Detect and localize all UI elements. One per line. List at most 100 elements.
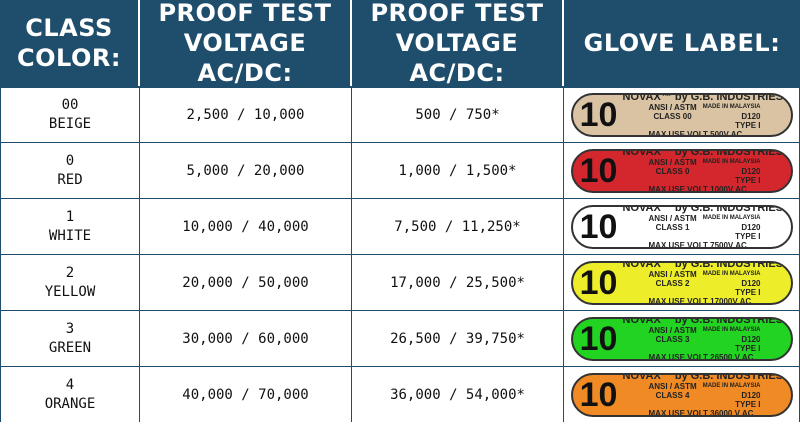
label-ansi: ANSI / ASTM: [648, 102, 697, 112]
header-class-color-line1: CLASS: [25, 14, 113, 42]
proof-voltage-2: 7,500 / 11,250*: [352, 199, 564, 254]
label-size-number: 10: [579, 96, 618, 134]
label-middle: ANSI / ASTM CLASS 2 MADE IN MALAYSIA D12…: [623, 270, 773, 297]
label-middle: ANSI / ASTM CLASS 1 MADE IN MALAYSIA D12…: [623, 214, 773, 241]
label-right-block: MADE IN MALAYSIA D120 TYPE I: [703, 158, 773, 185]
header-proof-test-1-line2: VOLTAGE AC/DC:: [183, 29, 307, 87]
class-color: ORANGE: [44, 395, 96, 412]
glove-label-cell: 10 NOVAX™ by G.B. INDUSTRIES ANSI / ASTM…: [564, 199, 800, 254]
label-ansi: ANSI / ASTM: [648, 214, 697, 223]
label-max-volt: MAX USE VOLT 500V AC: [648, 129, 743, 137]
label-made-in: MADE IN MALAYSIA: [702, 327, 761, 333]
header-class-color-line2: COLOR:: [17, 44, 121, 72]
label-brand: NOVAX™ by G.B. INDUSTRIES: [622, 372, 784, 383]
label-type: TYPE I: [735, 120, 761, 130]
class-color: BEIGE: [48, 116, 92, 132]
header-proof-test-1-line1: PROOF TEST: [158, 0, 332, 27]
proof-voltage-2: 1,000 / 1,500*: [352, 143, 564, 198]
label-max-volt: MAX USE VOLT 36000 V AC: [648, 409, 754, 417]
header-proof-test-1: PROOF TEST VOLTAGE AC/DC:: [140, 0, 352, 87]
class-number: 1: [65, 208, 75, 225]
label-ansi: ANSI / ASTM: [648, 382, 697, 391]
label-left-block: ANSI / ASTM CLASS 2: [623, 270, 697, 297]
label-info: NOVAX™ by G.B. INDUSTRIES ANSI / ASTM CL…: [619, 204, 791, 249]
class-color-cell: 2 YELLOW: [0, 255, 140, 310]
label-d120: D120: [741, 167, 761, 176]
label-size-number: 10: [579, 319, 618, 358]
label-made-in: MADE IN MALAYSIA: [702, 271, 761, 277]
label-right-block: MADE IN MALAYSIA D120 TYPE I: [703, 270, 773, 297]
label-made-in: MADE IN MALAYSIA: [702, 383, 761, 389]
glove-label-tag: 10 NOVAX™ by G.B. INDUSTRIES ANSI / ASTM…: [570, 93, 793, 137]
glove-label-cell: 10 NOVAX™ by G.B. INDUSTRIES ANSI / ASTM…: [564, 143, 800, 198]
label-made-in: MADE IN MALAYSIA: [702, 215, 761, 221]
class-color-cell: 4 ORANGE: [0, 367, 140, 422]
label-d120: D120: [741, 335, 761, 344]
label-max-volt: MAX USE VOLT 7500V AC: [648, 241, 747, 249]
label-size-number: 10: [579, 375, 618, 414]
class-number: 0: [65, 152, 75, 169]
glove-label-cell: 10 NOVAX™ by G.B. INDUSTRIES ANSI / ASTM…: [564, 311, 800, 366]
class-number: 3: [65, 320, 75, 337]
class-number: 2: [65, 264, 75, 281]
label-right-block: MADE IN MALAYSIA D120 TYPE I: [703, 326, 773, 353]
table-header: CLASS COLOR: PROOF TEST VOLTAGE AC/DC: P…: [0, 0, 800, 87]
proof-voltage-1: 30,000 / 60,000: [140, 311, 352, 366]
label-d120: D120: [741, 223, 761, 232]
label-d120: D120: [741, 279, 761, 288]
glove-label-tag: 10 NOVAX™ by G.B. INDUSTRIES ANSI / ASTM…: [570, 148, 793, 193]
label-right-block: MADE IN MALAYSIA D120 TYPE I: [703, 382, 773, 409]
label-right-block: MADE IN MALAYSIA D120 TYPE I: [703, 214, 773, 241]
glove-label-cell: 10 NOVAX™ by G.B. INDUSTRIES ANSI / ASTM…: [564, 367, 800, 422]
proof-voltage-2: 500 / 750*: [352, 88, 564, 142]
label-middle: ANSI / ASTM CLASS 00 MADE IN MALAYSIA D1…: [623, 103, 773, 130]
table-row: 0 RED 5,000 / 20,000 1,000 / 1,500* 10 N…: [0, 142, 800, 198]
class-color-cell: 3 GREEN: [0, 311, 140, 366]
label-d120: D120: [741, 391, 761, 400]
label-middle: ANSI / ASTM CLASS 4 MADE IN MALAYSIA D12…: [623, 382, 773, 409]
label-brand: NOVAX™ by G.B. INDUSTRIES: [622, 204, 784, 215]
proof-voltage-1: 20,000 / 50,000: [140, 255, 352, 310]
label-class: CLASS 1: [655, 223, 690, 232]
label-ansi: ANSI / ASTM: [648, 270, 697, 279]
table-row: 3 GREEN 30,000 / 60,000 26,500 / 39,750*…: [0, 310, 800, 366]
label-class: CLASS 4: [655, 391, 690, 400]
class-color: GREEN: [48, 339, 92, 356]
label-info: NOVAX™ by G.B. INDUSTRIES ANSI / ASTM CL…: [619, 260, 791, 303]
label-type: TYPE I: [735, 288, 761, 297]
label-info: NOVAX™ by G.B. INDUSTRIES ANSI / ASTM CL…: [619, 316, 791, 361]
label-type: TYPE I: [735, 400, 761, 409]
label-made-in: MADE IN MALAYSIA: [702, 159, 761, 165]
label-left-block: ANSI / ASTM CLASS 3: [623, 326, 697, 353]
label-left-block: ANSI / ASTM CLASS 1: [623, 214, 697, 241]
label-info: NOVAX™ by G.B. INDUSTRIES ANSI / ASTM CL…: [619, 95, 791, 137]
class-color-cell: 0 RED: [0, 143, 140, 198]
label-class: CLASS 00: [653, 111, 692, 121]
label-ansi: ANSI / ASTM: [648, 158, 697, 167]
proof-voltage-1: 10,000 / 40,000: [140, 199, 352, 254]
label-brand: NOVAX™ by G.B. INDUSTRIES: [622, 316, 784, 327]
header-class-color: CLASS COLOR:: [0, 0, 140, 86]
header-proof-test-2: PROOF TEST VOLTAGE AC/DC:: [352, 0, 564, 87]
table-row: 1 WHITE 10,000 / 40,000 7,500 / 11,250* …: [0, 198, 800, 254]
label-middle: ANSI / ASTM CLASS 0 MADE IN MALAYSIA D12…: [623, 158, 773, 185]
label-left-block: ANSI / ASTM CLASS 4: [623, 382, 697, 409]
label-type: TYPE I: [735, 344, 761, 353]
label-made-in: MADE IN MALAYSIA: [702, 103, 761, 110]
label-type: TYPE I: [735, 176, 761, 185]
table-row: 4 ORANGE 40,000 / 70,000 36,000 / 54,000…: [0, 366, 800, 422]
label-class: CLASS 2: [655, 279, 690, 288]
header-glove-label: GLOVE LABEL:: [564, 0, 800, 86]
label-max-volt: MAX USE VOLT 26500 V AC: [648, 353, 754, 361]
table-body: 00 BEIGE 2,500 / 10,000 500 / 750* 10 NO…: [0, 86, 800, 422]
proof-voltage-2: 26,500 / 39,750*: [352, 311, 564, 366]
label-size-number: 10: [579, 207, 618, 246]
proof-voltage-2: 17,000 / 25,500*: [352, 255, 564, 310]
label-info: NOVAX™ by G.B. INDUSTRIES ANSI / ASTM CL…: [619, 151, 791, 191]
header-proof-test-2-line2: VOLTAGE AC/DC:: [395, 29, 519, 87]
header-proof-test-2-line1: PROOF TEST: [370, 0, 544, 27]
label-brand: NOVAX™ by G.B. INDUSTRIES: [622, 260, 784, 271]
glove-label-tag: 10 NOVAX™ by G.B. INDUSTRIES ANSI / ASTM…: [570, 260, 793, 305]
table-row: 2 YELLOW 20,000 / 50,000 17,000 / 25,500…: [0, 254, 800, 310]
